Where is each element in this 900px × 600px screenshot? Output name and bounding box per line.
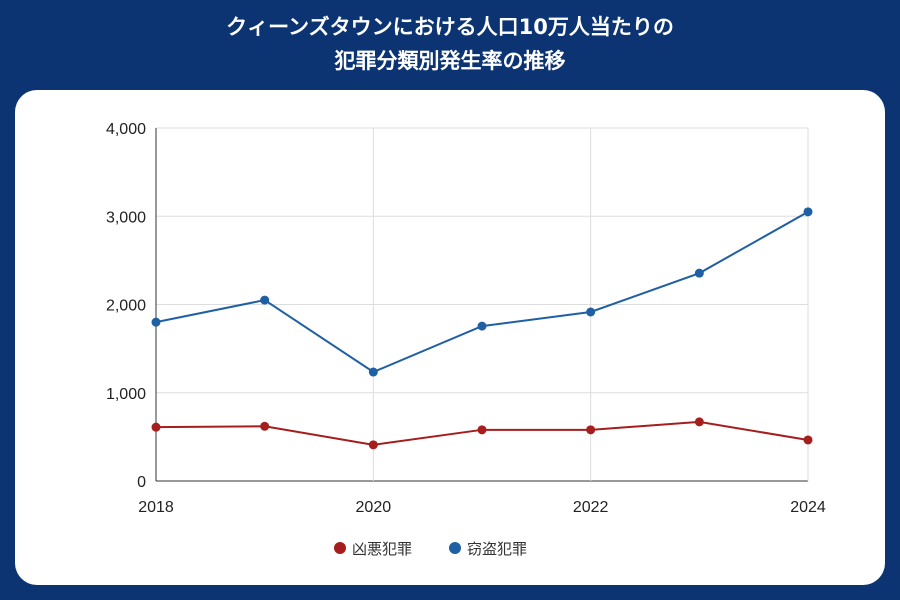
- y-tick-label: 2,000: [106, 298, 146, 315]
- chart-title: クィーンズタウンにおける人口10万人当たりの 犯罪分類別発生率の推移: [0, 10, 900, 78]
- chart-card: [15, 90, 885, 585]
- data-point: [586, 425, 596, 435]
- data-point: [151, 317, 161, 327]
- data-point: [803, 207, 813, 217]
- y-tick-label: 3,000: [106, 209, 146, 226]
- data-point: [368, 440, 378, 450]
- legend-marker: [334, 542, 346, 554]
- legend-label: 凶悪犯罪: [352, 540, 412, 558]
- title-line-2: 犯罪分類別発生率の推移: [334, 49, 566, 73]
- legend-marker: [449, 542, 461, 554]
- data-point: [694, 268, 704, 278]
- title-line-1: クィーンズタウンにおける人口10万人当たりの: [226, 15, 674, 39]
- legend-label: 窃盗犯罪: [467, 540, 527, 558]
- data-point: [477, 425, 487, 435]
- x-tick-label: 2024: [790, 499, 826, 516]
- data-point: [586, 307, 596, 317]
- series-line-1: [155, 210, 809, 374]
- data-point: [694, 417, 704, 427]
- data-point: [260, 295, 270, 305]
- data-point: [803, 435, 813, 445]
- x-tick-label: 2020: [356, 499, 392, 516]
- data-point: [260, 421, 270, 431]
- y-tick-label: 1,000: [106, 386, 146, 403]
- data-point: [368, 367, 378, 377]
- y-tick-label: 0: [137, 474, 146, 491]
- data-point: [151, 422, 161, 432]
- data-point: [477, 321, 487, 331]
- y-tick-label: 4,000: [106, 121, 146, 138]
- x-tick-label: 2022: [573, 499, 609, 516]
- x-tick-label: 2018: [138, 499, 174, 516]
